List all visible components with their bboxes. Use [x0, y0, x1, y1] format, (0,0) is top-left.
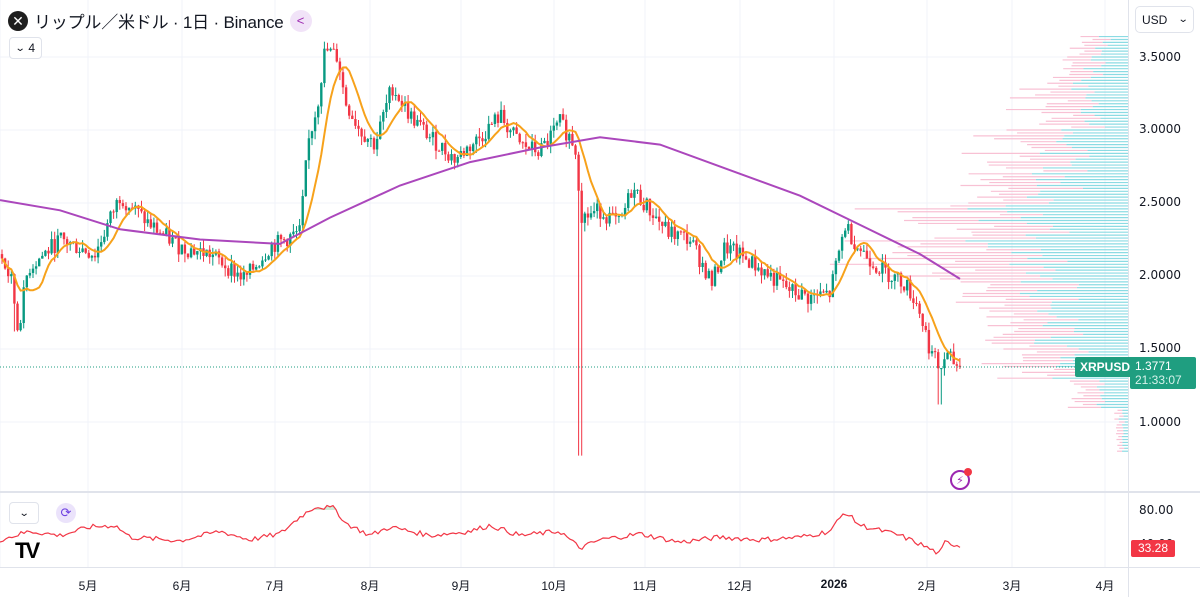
- main-price-pane[interactable]: [0, 0, 1128, 491]
- price-label: 2.0000: [1139, 268, 1181, 282]
- x-circle-icon[interactable]: ✕: [8, 10, 28, 31]
- rsi-level-label: 80.00: [1139, 503, 1174, 517]
- lightning-alert-icon[interactable]: ⚡: [950, 468, 972, 490]
- last-price-tag: 1.3771 21:33:07: [1130, 357, 1196, 389]
- time-label: 2月: [917, 579, 937, 593]
- chevron-down-icon: ⌄: [1177, 14, 1189, 25]
- time-label: 9月: [451, 579, 471, 593]
- rsi-chart-canvas[interactable]: [0, 493, 1128, 567]
- chart-title[interactable]: リップル／米ドル · 1日 · Binance: [34, 13, 284, 32]
- rsi-collapse-button[interactable]: ⌄: [9, 502, 39, 524]
- chevron-down-icon: ⌄: [14, 42, 26, 54]
- time-label: 10月: [541, 579, 567, 593]
- time-label: 7月: [265, 579, 285, 593]
- symbol-price-tag: XRPUSD: [1075, 357, 1136, 377]
- price-label: 3.5000: [1139, 50, 1181, 64]
- bar-countdown: 21:33:07: [1135, 373, 1182, 387]
- price-label: 1.0000: [1139, 415, 1181, 429]
- pane-separator[interactable]: [0, 491, 1200, 493]
- time-axis[interactable]: 5月 6月 7月 8月 9月 10月 11月 12月 2026 2月 3月 4月: [0, 567, 1128, 597]
- price-chart-canvas[interactable]: [0, 0, 1128, 491]
- rsi-value-tag: 33.28: [1131, 540, 1175, 557]
- price-axis[interactable]: 3.5000 3.0000 2.5000 2.0000 1.5000 1.000…: [1128, 0, 1200, 491]
- time-label: 11月: [632, 579, 658, 593]
- share-icon[interactable]: <: [289, 9, 312, 32]
- time-label: 5月: [78, 579, 98, 593]
- time-label: 4月: [1095, 579, 1115, 593]
- time-label: 6月: [172, 579, 192, 593]
- symbol-legend: ✕ リップル／米ドル · 1日 · Binance <: [8, 8, 312, 33]
- indicators-collapse-button[interactable]: ⌄ 4: [9, 37, 43, 59]
- time-label: 8月: [360, 579, 380, 593]
- time-label: 3月: [1002, 579, 1022, 593]
- rsi-pane[interactable]: [0, 493, 1128, 567]
- notification-dot: [964, 468, 972, 476]
- time-label: 12月: [727, 579, 753, 593]
- time-label: 2026: [820, 577, 848, 591]
- indicator-count: 4: [28, 41, 36, 55]
- price-label: 3.0000: [1139, 122, 1181, 136]
- currency-label: USD: [1142, 12, 1168, 27]
- price-label: 2.5000: [1139, 195, 1181, 209]
- sync-icon[interactable]: ⟳: [56, 503, 76, 523]
- last-price: 1.3771: [1135, 359, 1172, 373]
- axis-corner: ⬡: [1128, 567, 1200, 597]
- chevron-down-icon: ⌄: [18, 507, 30, 519]
- currency-select[interactable]: USD ⌄: [1135, 6, 1194, 33]
- price-label: 1.5000: [1139, 341, 1181, 355]
- tradingview-logo[interactable]: TV: [15, 538, 40, 563]
